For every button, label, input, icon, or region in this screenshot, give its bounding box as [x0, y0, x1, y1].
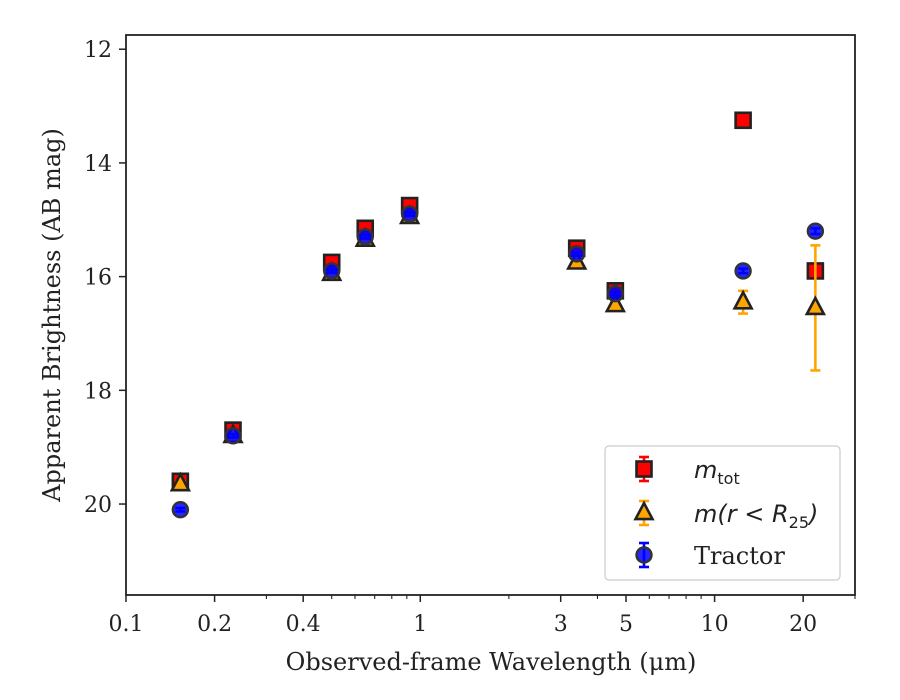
data-point	[224, 427, 242, 445]
series-tractor	[171, 205, 825, 519]
legend-item-mtot: mtot	[635, 455, 740, 488]
legend-marker	[635, 546, 653, 564]
data-point	[568, 245, 586, 263]
x-tick-label: 10	[701, 612, 729, 637]
data-point	[606, 284, 625, 303]
legend-label: m(r < R25)	[694, 500, 818, 532]
legend-label-sub: 25	[789, 513, 809, 532]
data-point	[400, 205, 419, 223]
x-tick-label: 0.1	[109, 612, 144, 637]
legend-label-sub: tot	[717, 469, 739, 488]
legend-label-main: m	[694, 456, 717, 484]
plot-area	[169, 111, 827, 519]
x-tick-label: 5	[619, 612, 633, 637]
y-tick-label: 18	[84, 379, 112, 404]
x-tick-label: 20	[789, 612, 817, 637]
y-axis-label: Apparent Brightness (AB mag)	[38, 128, 66, 503]
axes: 0.1 0.2 0.4 1 3 5 10 20 12 14 16 18 20	[84, 34, 856, 637]
x-tick-label: 1	[413, 612, 427, 637]
data-point	[732, 289, 754, 310]
data-point	[806, 222, 825, 240]
x-axis-label: Observed-frame Wavelength (μm)	[286, 648, 697, 676]
data-point	[734, 111, 752, 130]
legend-box	[604, 445, 841, 581]
legend-label: mtot	[694, 456, 740, 488]
legend-label-tail: )	[807, 500, 818, 528]
data-point	[323, 262, 341, 280]
legend-item-tractor: Tractor	[635, 541, 785, 570]
y-tick-label: 16	[84, 266, 112, 291]
legend-label-main: Tractor	[694, 542, 785, 570]
data-point	[604, 292, 627, 313]
x-tick-label: 0.2	[197, 612, 232, 637]
y-tick-label: 20	[84, 493, 112, 518]
legend-label: Tractor	[694, 542, 785, 570]
series-mtot	[171, 111, 825, 491]
legend-label-main: m(r < R	[694, 500, 789, 528]
x-tick-label: 3	[554, 612, 568, 637]
data-point	[356, 228, 374, 246]
y-tick-label: 14	[84, 152, 112, 177]
x-tick-label: 0.4	[286, 612, 321, 637]
legend: mtot m(r < R25) Tractor	[604, 445, 841, 581]
data-point	[804, 295, 827, 316]
data-point	[169, 471, 192, 492]
legend-marker	[633, 500, 655, 521]
plot-frame	[125, 34, 856, 596]
legend-item-r25: m(r < R25)	[633, 499, 818, 532]
data-point	[734, 262, 752, 280]
y-tick-label: 12	[84, 38, 112, 63]
legend-marker	[635, 460, 653, 478]
data-point	[171, 501, 190, 519]
